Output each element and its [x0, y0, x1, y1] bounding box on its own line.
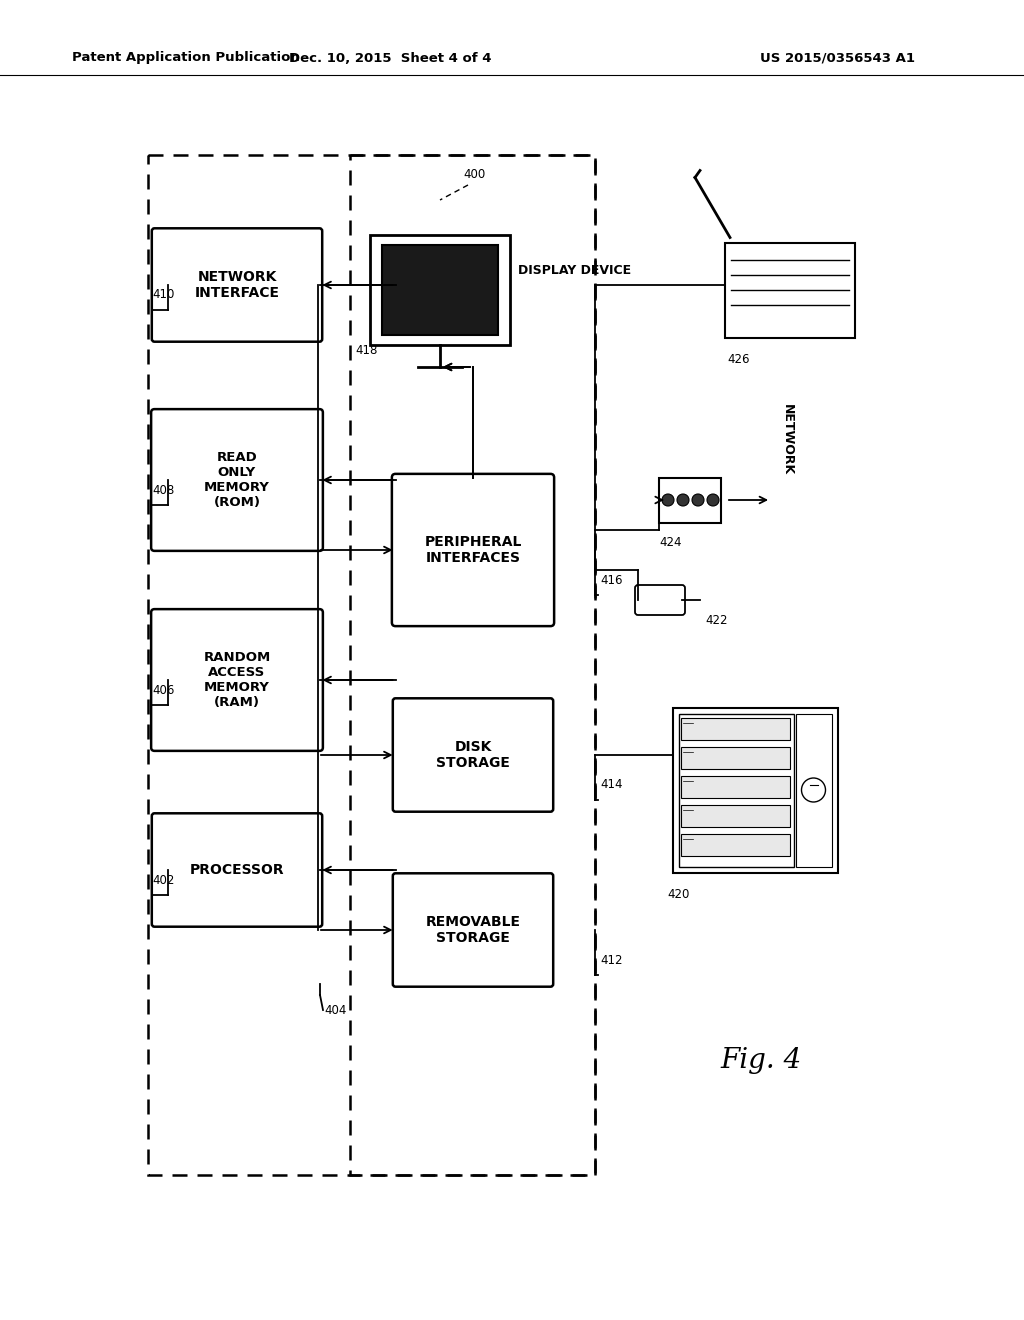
- FancyBboxPatch shape: [393, 698, 553, 812]
- Text: PERIPHERAL
INTERFACES: PERIPHERAL INTERFACES: [424, 535, 521, 565]
- FancyBboxPatch shape: [635, 585, 685, 615]
- Bar: [382, 246, 498, 335]
- Circle shape: [677, 494, 689, 506]
- Bar: [148, 154, 595, 1175]
- Text: 422: 422: [705, 614, 727, 627]
- Circle shape: [707, 494, 719, 506]
- Bar: [659, 478, 721, 523]
- Text: Patent Application Publication: Patent Application Publication: [72, 51, 300, 65]
- Text: RANDOM
ACCESS
MEMORY
(RAM): RANDOM ACCESS MEMORY (RAM): [204, 651, 270, 709]
- FancyBboxPatch shape: [392, 474, 554, 626]
- FancyBboxPatch shape: [152, 409, 323, 550]
- Circle shape: [802, 777, 825, 803]
- Text: NETWORK: NETWORK: [781, 404, 794, 475]
- Bar: [350, 154, 595, 1175]
- FancyBboxPatch shape: [393, 874, 553, 986]
- Bar: [370, 235, 510, 345]
- Text: 406: 406: [152, 684, 174, 697]
- FancyBboxPatch shape: [152, 813, 323, 927]
- Text: 400: 400: [463, 169, 485, 181]
- Text: Dec. 10, 2015  Sheet 4 of 4: Dec. 10, 2015 Sheet 4 of 4: [289, 51, 492, 65]
- Text: 404: 404: [324, 1003, 346, 1016]
- Text: 416: 416: [600, 573, 623, 586]
- FancyBboxPatch shape: [152, 228, 323, 342]
- Text: 418: 418: [355, 343, 378, 356]
- Bar: [681, 718, 790, 739]
- Bar: [673, 708, 838, 873]
- Bar: [796, 714, 831, 866]
- Text: 410: 410: [152, 289, 174, 301]
- Text: 412: 412: [600, 953, 623, 966]
- Text: 414: 414: [600, 779, 623, 792]
- Text: 420: 420: [668, 888, 690, 902]
- Text: Fig. 4: Fig. 4: [720, 1047, 801, 1073]
- Text: 426: 426: [727, 352, 750, 366]
- Text: 402: 402: [152, 874, 174, 887]
- Bar: [679, 714, 794, 866]
- Circle shape: [662, 494, 674, 506]
- Text: 408: 408: [152, 483, 174, 496]
- Text: DISK
STORAGE: DISK STORAGE: [436, 741, 510, 770]
- Text: NETWORK
INTERFACE: NETWORK INTERFACE: [195, 269, 280, 300]
- Text: PROCESSOR: PROCESSOR: [189, 863, 285, 876]
- Bar: [681, 747, 790, 768]
- Bar: [725, 243, 855, 338]
- Text: READ
ONLY
MEMORY
(ROM): READ ONLY MEMORY (ROM): [204, 451, 270, 510]
- Text: REMOVABLE
STORAGE: REMOVABLE STORAGE: [426, 915, 520, 945]
- Text: 424: 424: [659, 536, 682, 549]
- Bar: [681, 776, 790, 797]
- Text: US 2015/0356543 A1: US 2015/0356543 A1: [760, 51, 915, 65]
- FancyBboxPatch shape: [152, 609, 323, 751]
- Bar: [681, 804, 790, 826]
- Text: DISPLAY DEVICE: DISPLAY DEVICE: [518, 264, 631, 276]
- Circle shape: [692, 494, 705, 506]
- Bar: [681, 833, 790, 855]
